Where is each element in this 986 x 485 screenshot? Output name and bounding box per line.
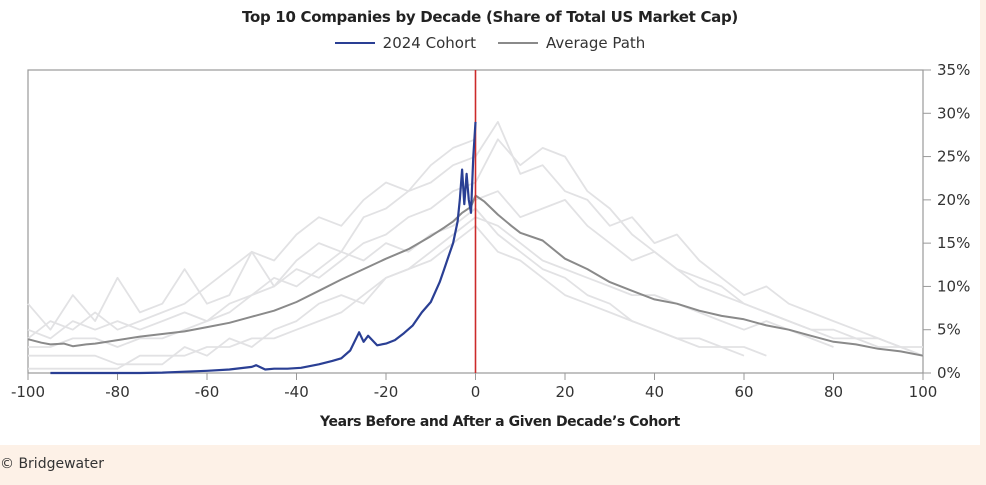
y-tick-label: 10% [937,277,970,295]
background-cohort-line [474,138,924,357]
x-axis-title: Years Before and After a Given Decade’s … [320,414,680,430]
background-cohort-line [474,121,923,348]
legend-item-average-path: Average Path [498,34,645,52]
x-tick-label: -20 [374,383,399,401]
x-tick-label: 60 [734,383,753,401]
legend-item-2024-cohort: 2024 Cohort [334,34,476,52]
x-tick-label: -60 [195,383,220,401]
x-tick-label: -80 [105,383,130,401]
y-tick-label: 20% [937,191,970,209]
chart-legend: 2024 Cohort Average Path [0,34,980,52]
background-cohort-line [474,207,745,357]
y-tick-label: 0% [937,364,961,382]
background-cohort-line [28,225,477,370]
x-tick-label: 80 [824,383,843,401]
background-cohort-line [474,225,767,357]
y-tick-label: 5% [937,321,961,339]
chart-title: Top 10 Companies by Decade (Share of Tot… [242,8,738,26]
background-cohort-line [27,138,476,340]
y-tick-label: 35% [937,61,970,79]
cohort-2024-line [50,121,477,375]
background-cohort-line [27,181,476,340]
background-cohort-line [28,216,477,366]
x-tick-label: 20 [555,383,574,401]
copyright-footer: © Bridgewater [0,456,104,472]
x-tick-label: 100 [909,383,938,401]
y-tick-label: 25% [937,148,970,166]
legend-label-2024-cohort: 2024 Cohort [382,34,476,52]
background-cohort-line [475,216,834,348]
background-cohort-line [28,207,477,348]
x-tick-label: -100 [11,383,45,401]
background-cohort-line [475,190,924,357]
y-tick-label: 15% [937,234,970,252]
x-tick-label: -40 [284,383,309,401]
y-tick-label: 30% [937,104,970,122]
x-tick-label: 0 [471,383,481,401]
background-cohort-line [27,155,476,331]
x-tick-label: 40 [645,383,664,401]
legend-label-average-path: Average Path [546,34,646,52]
legend-swatch-2024-cohort [334,42,375,44]
average-path-line [27,194,924,357]
legend-swatch-average-path [498,42,538,44]
